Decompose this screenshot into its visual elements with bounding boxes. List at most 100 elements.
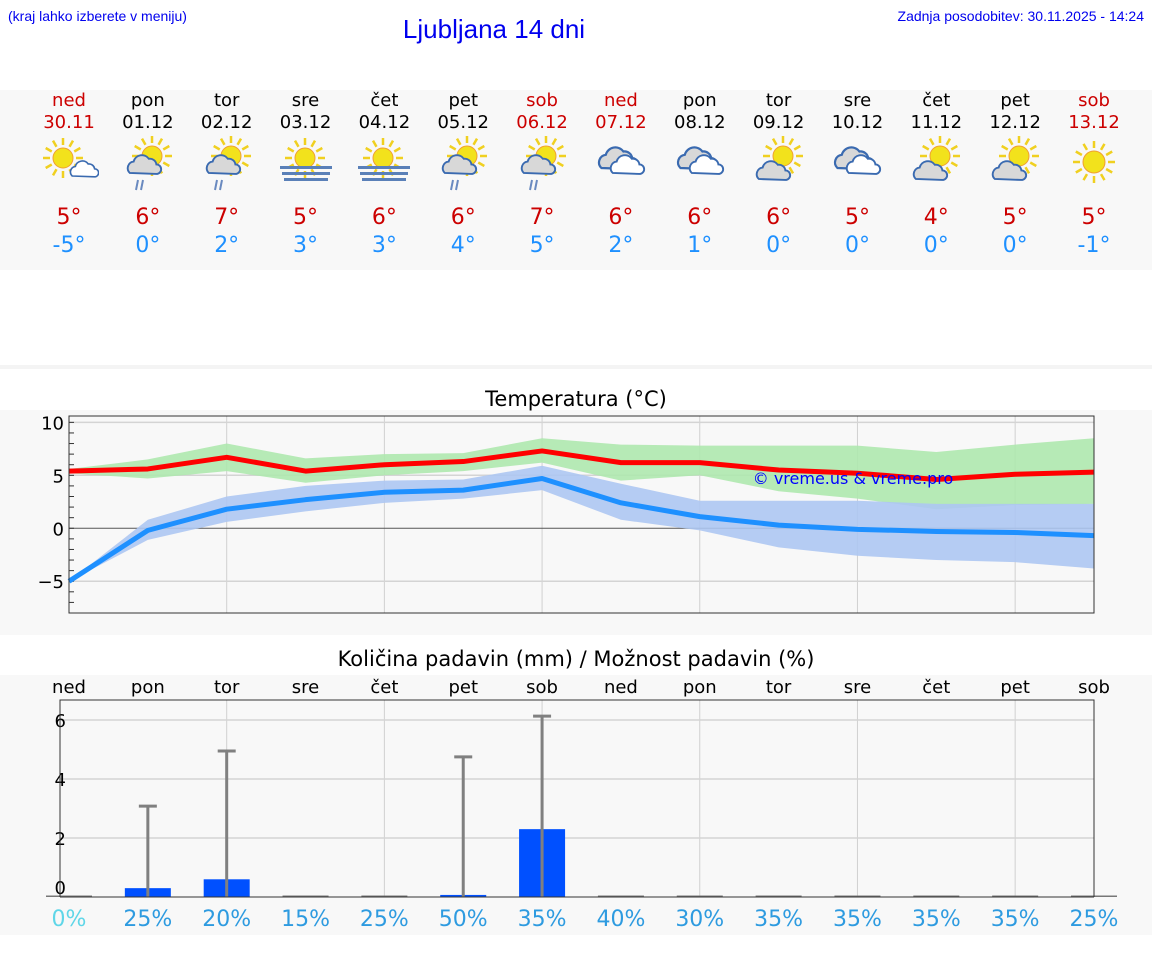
temperature-chart-title: Temperatura (°C) [485,387,667,411]
precipitation-bar [676,895,723,897]
day-column: čet 11.12 4° 0° [897,90,975,260]
day-column: sob 13.12 5° -1° [1055,90,1133,260]
day-date: 08.12 [674,112,726,133]
precipitation-probability: 50% [439,907,488,932]
partly-cloudy-icon [740,136,818,196]
min-temperature: 3° [371,233,397,258]
x-category-label: ned [604,677,638,698]
precipitation-bar [755,895,802,897]
precipitation-probability: 35% [991,907,1040,932]
day-name: ned [52,90,86,111]
cloudy-icon [582,136,660,196]
precipitation-probability: 15% [281,907,330,932]
day-date: 30.11 [43,112,95,133]
x-category-label: tor [214,677,240,698]
precipitation-bar [992,895,1039,897]
precipitation-probability: 0% [52,907,87,932]
partly-cloudy-icon [976,136,1054,196]
sun-fog-icon [267,136,345,196]
sun-small-cloud-icon [30,136,108,196]
min-temperature: 0° [766,233,792,258]
x-category-label: sre [292,677,319,698]
x-category-label: pet [448,677,478,698]
day-date: 04.12 [358,112,411,133]
day-date: 05.12 [437,112,489,133]
min-temperature: 2° [214,233,240,258]
day-name: pon [682,90,717,111]
min-temperature: 0° [135,233,161,258]
day-name: sre [291,90,320,111]
max-temperature: 5° [293,205,319,230]
sun-cloud-rain-icon [188,136,266,196]
daily-forecast-panel [0,90,1152,270]
x-category-label: pon [131,677,165,698]
max-temperature: 6° [371,205,397,230]
day-date: 06.12 [516,112,568,133]
day-date: 02.12 [200,112,253,133]
precipitation-bar [834,895,881,897]
min-temperature: -5° [52,233,86,258]
precipitation-probability: 35% [754,907,803,932]
max-temperature: 5° [1002,205,1028,230]
day-column: čet 04.12 6° 3° [345,90,423,260]
day-date: 12.12 [989,112,1041,133]
precipitation-probability: 40% [596,907,645,932]
day-column: pet 12.12 5° 0° [976,90,1054,260]
precipitation-probability: 25% [360,907,409,932]
y-tick-label: −5 [37,572,64,593]
min-temperature: 0° [923,233,949,258]
divider [0,365,1152,369]
day-date: 07.12 [595,112,647,133]
min-temperature: 5° [529,233,555,258]
x-category-label: sre [844,677,871,698]
x-category-label: sob [526,677,558,698]
min-temperature: 3° [293,233,319,258]
precipitation-plot-area [60,700,1094,903]
max-temperature: 6° [766,205,792,230]
max-temperature: 6° [135,205,161,230]
precipitation-bar [913,895,960,897]
x-category-label: pon [683,677,717,698]
max-temperature: 7° [214,205,240,230]
day-column: pon 01.12 6° 0° [109,90,187,260]
max-temperature: 4° [923,205,949,230]
min-temperature: 4° [450,233,476,258]
day-column: ned 07.12 6° 2° [582,90,660,260]
day-column: pet 05.12 6° 4° [424,90,502,260]
day-column: sob 06.12 7° 5° [503,90,581,260]
y-tick-label: 5 [53,466,64,487]
day-column: pon 08.12 6° 1° [661,90,739,260]
day-name: sob [1078,90,1110,111]
x-category-label: pet [1000,677,1030,698]
x-category-label: tor [766,677,792,698]
y-tick-label: 0 [53,519,64,540]
day-date: 09.12 [752,112,805,133]
day-date: 01.12 [122,112,174,133]
page-title: Ljubljana 14 dni [402,14,586,44]
max-temperature: 6° [608,205,634,230]
watermark: © vreme.us & vreme.pro [753,469,954,488]
last-updated: Zadnja posodobitev: 30.11.2025 - 14:24 [897,8,1144,24]
precipitation-bar [361,895,408,897]
sun-cloud-rain-icon [109,136,187,196]
max-temperature: 7° [529,205,555,230]
precipitation-bar [282,895,329,897]
max-temperature-range-band [69,438,1094,510]
sunny-icon [1055,136,1133,196]
day-name: sob [526,90,558,111]
day-name: pon [130,90,165,111]
precipitation-probability: 35% [833,907,882,932]
precipitation-chart-title: Količina padavin (mm) / Možnost padavin … [337,647,815,671]
day-name: pet [448,90,478,111]
sun-cloud-rain-icon [503,136,581,196]
min-temperature-line [67,475,1095,584]
precipitation-probability: 25% [1070,907,1119,932]
cloudy-icon [661,136,739,196]
precipitation-probability: 20% [202,907,251,932]
day-column: ned 30.11 5° -5° [30,90,108,260]
day-name: čet [922,90,951,111]
day-column: sre 03.12 5° 3° [267,90,345,260]
day-name: tor [213,90,240,111]
min-temperature-range-band [69,465,1094,582]
max-temperature: 5° [844,205,870,230]
